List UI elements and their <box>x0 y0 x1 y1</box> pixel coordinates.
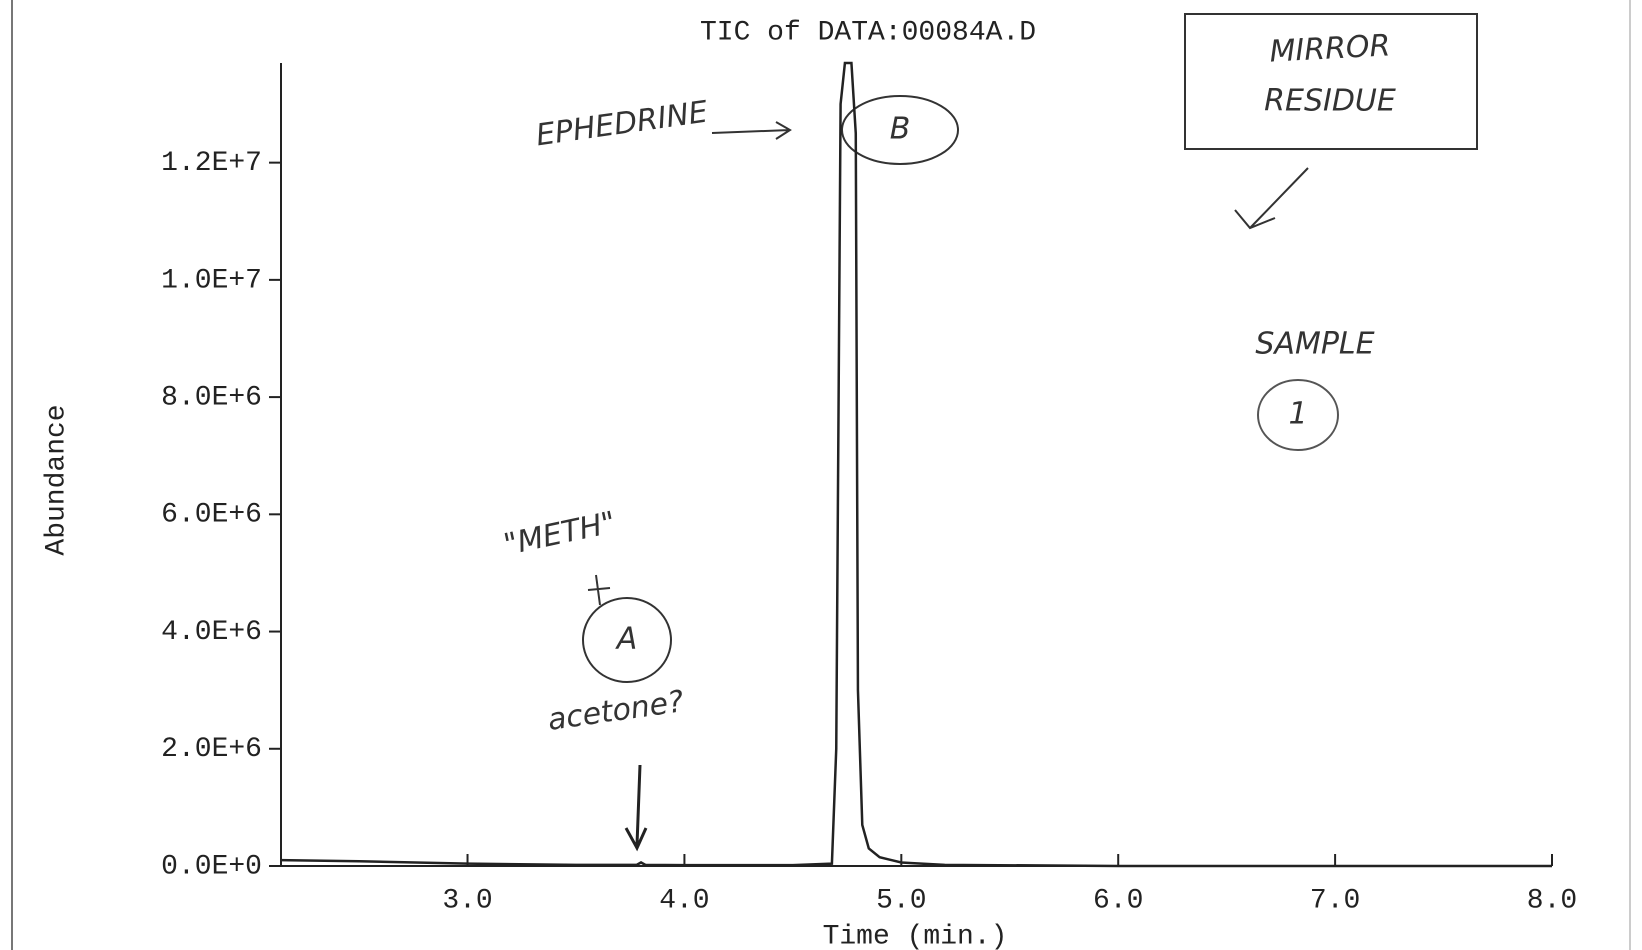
x-tick-label: 7.0 <box>1310 885 1360 916</box>
annotation-circle <box>582 597 672 683</box>
annotation: acetone? <box>546 684 686 738</box>
y-tick-label: 6.0E+6 <box>161 500 262 531</box>
x-tick-label: 6.0 <box>1093 885 1143 916</box>
annotation: 1 <box>1288 397 1307 432</box>
x-tick-label: 3.0 <box>442 885 492 916</box>
annotation-box <box>1184 13 1478 150</box>
y-tick-label: 2.0E+6 <box>161 734 262 765</box>
arrow <box>711 121 792 140</box>
annotation: B <box>890 112 911 147</box>
chart-title: TIC of DATA:00084A.D <box>700 17 1036 48</box>
annotation-circle <box>841 95 959 165</box>
arrow <box>624 764 648 852</box>
annotation: A <box>615 622 638 657</box>
y-tick-label: 1.2E+7 <box>161 148 262 179</box>
annotation: RESIDUE <box>1264 84 1396 119</box>
x-tick-label: 8.0 <box>1527 885 1577 916</box>
y-tick-label: 1.0E+7 <box>161 265 262 296</box>
x-tick-label: 5.0 <box>876 885 926 916</box>
arrow <box>1234 167 1309 230</box>
annotation-circle <box>1257 379 1339 451</box>
y-axis-label: Abundance <box>41 404 72 555</box>
annotation: MIRROR <box>1269 28 1392 69</box>
x-tick-label: 4.0 <box>659 885 709 916</box>
annotation: EPHEDRINE <box>534 95 710 154</box>
y-tick-label: 8.0E+6 <box>161 382 262 413</box>
x-axis-label: Time (min.) <box>823 921 1008 950</box>
y-tick-label: 4.0E+6 <box>161 617 262 648</box>
annotation: "METH" <box>501 505 619 563</box>
annotation: SAMPLE <box>1255 327 1374 362</box>
plus-sign <box>587 574 611 606</box>
y-tick-label: 0.0E+0 <box>161 851 262 882</box>
trace <box>280 61 1552 868</box>
